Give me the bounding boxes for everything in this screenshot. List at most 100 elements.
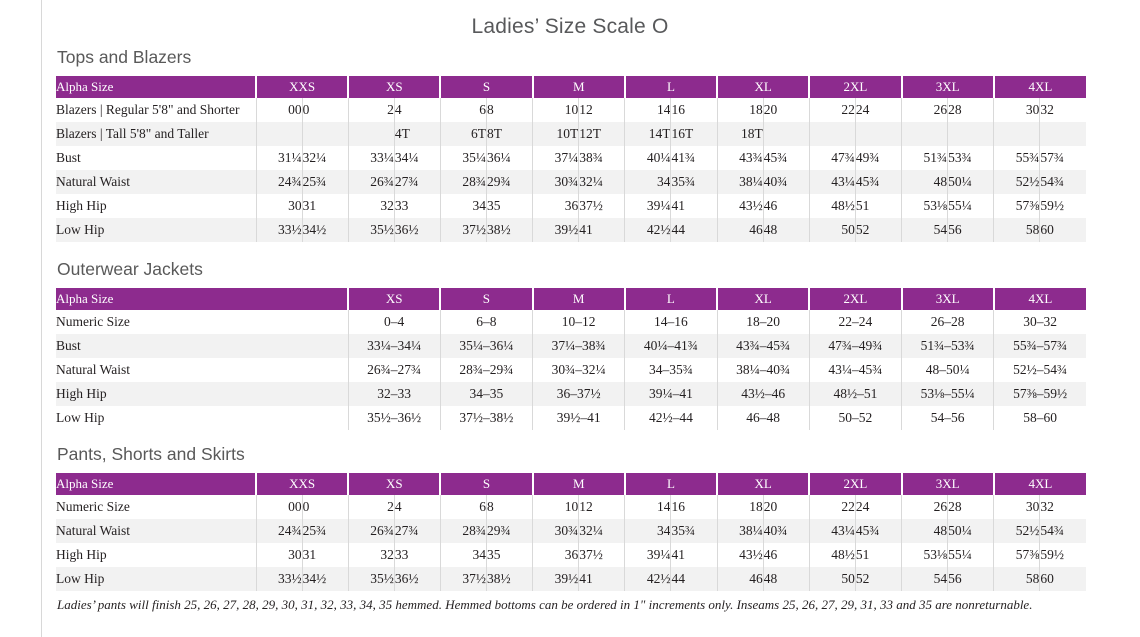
row-label: Natural Waist — [56, 519, 256, 543]
cell: 4 — [393, 495, 441, 519]
column-header-l: L — [623, 473, 718, 495]
cell: 24¾ — [255, 170, 303, 194]
cell: 33½ — [255, 567, 303, 591]
column-header-m: M — [531, 288, 625, 310]
cell: 24 — [854, 495, 902, 519]
column-header-xs: XS — [347, 473, 441, 495]
cell: 38½ — [486, 218, 533, 242]
table-row: Natural Waist 24¾ 25¾ 26¾ 27¾ 28¾ 29¾ 30¾ 32¼ 34 3… — [56, 519, 1086, 543]
cell: 10 — [532, 98, 579, 122]
cell: 27¾ — [393, 519, 441, 543]
cell: 35½ — [347, 567, 395, 591]
cell: 18T — [716, 122, 764, 146]
cell: 49¾ — [854, 146, 902, 170]
cell — [808, 122, 856, 146]
cell: 55¼ — [947, 543, 994, 567]
cell: 41 — [670, 543, 718, 567]
cell: 37¼ — [532, 146, 579, 170]
table-row: Bust 31¼ 32¼ 33¼ 34¼ 35¼ 36¼ 37¼ 38¾ 40¼ 41¾ 43¾ 45¾… — [56, 146, 1086, 170]
cell: 50¼ — [947, 170, 994, 194]
cell: 39½ — [532, 567, 579, 591]
table-tops-and-blazers: Alpha Size XXS XS S M L XL 2XL 3XL 4XL Blazers | R… — [56, 76, 1086, 242]
cell: 26¾–27¾ — [347, 358, 441, 382]
cell: 48½ — [808, 194, 856, 218]
cell: 51 — [854, 194, 902, 218]
column-header-s: S — [439, 288, 533, 310]
row-label: Natural Waist — [56, 170, 256, 194]
cell: 54¾ — [1039, 519, 1086, 543]
table-outerwear-jackets: Alpha Size XS S M L XL 2XL 3XL 4XL Numeric Size 0–… — [56, 288, 1086, 430]
cell: 36½ — [393, 567, 441, 591]
cell: 42½–44 — [624, 406, 717, 430]
cell: 41 — [578, 218, 625, 242]
cell: 38½ — [486, 567, 533, 591]
cell — [301, 122, 349, 146]
cell: 16T — [670, 122, 718, 146]
column-header-3xl: 3XL — [900, 473, 994, 495]
column-header-xl: XL — [716, 76, 810, 98]
cell: 44 — [670, 567, 718, 591]
cell: 52½ — [993, 170, 1040, 194]
cell: 56 — [947, 567, 994, 591]
cell: 47¾ — [808, 146, 856, 170]
cell: 48½–51 — [808, 382, 902, 406]
row-label: Bust — [56, 334, 348, 358]
section-title-outerwear-jackets: Outerwear Jackets — [57, 259, 203, 279]
cell: 44 — [670, 218, 718, 242]
table-row: High Hip 30 31 32 33 34 35 36 37½ 39¼ 41 43½ 46 48½ 51… — [56, 543, 1086, 567]
cell: 24¾ — [255, 519, 303, 543]
cell: 46 — [716, 567, 764, 591]
cell: 37¼–38¾ — [531, 334, 625, 358]
cell: 30 — [255, 194, 303, 218]
table-row: Numeric Size 00 0 2 4 6 8 10 12 14 16 18 20 22 24 26 28 3… — [56, 495, 1086, 519]
size-tables-content: Tops and Blazers Alpha Size XXS XS S M L XL 2XL 3… — [56, 46, 1086, 613]
cell: 50¼ — [947, 519, 994, 543]
cell: 40¾ — [762, 519, 810, 543]
table-row: Numeric Size 0–4 6–8 10–12 14–16 18–20 22–24 26… — [56, 310, 1086, 334]
cell — [255, 122, 303, 146]
cell: 46 — [762, 194, 810, 218]
cell: 43½ — [716, 194, 764, 218]
cell: 00 — [255, 495, 303, 519]
column-header-3xl: 3XL — [900, 288, 994, 310]
cell: 31¼ — [255, 146, 303, 170]
cell: 46 — [762, 543, 810, 567]
cell: 55¾–57¾ — [993, 334, 1086, 358]
cell: 60 — [1039, 218, 1086, 242]
cell: 54¾ — [1039, 170, 1086, 194]
cell: 6T — [439, 122, 487, 146]
cell: 6 — [439, 98, 487, 122]
column-header-l: L — [623, 288, 717, 310]
cell: 41 — [670, 194, 718, 218]
cell: 37½ — [578, 194, 625, 218]
column-header-2xl: 2XL — [808, 288, 902, 310]
cell: 8 — [486, 495, 533, 519]
cell — [1039, 122, 1086, 146]
cell: 41¾ — [670, 146, 718, 170]
cell — [854, 122, 902, 146]
column-header-xs: XS — [346, 288, 441, 310]
row-label: High Hip — [56, 382, 348, 406]
table-row: Natural Waist 26¾–27¾ 28¾–29¾ 30¾–32¼ 34–35¾… — [56, 358, 1086, 382]
column-header-xxs: XXS — [254, 76, 349, 98]
cell: 53⅛–55¼ — [900, 382, 994, 406]
cell: 14–16 — [624, 310, 717, 334]
table-row: Bust 33¼–34¼ 35¼–36¼ 37¼–38¾ 40¼–41¾ 43¾–45¾ 4… — [56, 334, 1086, 358]
cell: 43¼ — [808, 519, 856, 543]
cell: 52 — [854, 567, 902, 591]
cell: 36–37½ — [531, 382, 625, 406]
cell: 28 — [947, 98, 994, 122]
cell: 29¾ — [486, 519, 533, 543]
cell: 58–60 — [993, 406, 1086, 430]
cell — [993, 122, 1040, 146]
cell: 48–50¼ — [900, 358, 994, 382]
row-label: Blazers | Regular 5'8" and Shorter — [56, 102, 240, 117]
cell: 32¼ — [578, 170, 625, 194]
cell: 25¾ — [301, 519, 349, 543]
cell: 39¼ — [624, 194, 671, 218]
cell: 43½ — [716, 543, 764, 567]
cell: 39½–41 — [531, 406, 625, 430]
cell: 4T — [393, 122, 441, 146]
column-header-xs: XS — [347, 76, 441, 98]
cell: 26–28 — [900, 310, 994, 334]
